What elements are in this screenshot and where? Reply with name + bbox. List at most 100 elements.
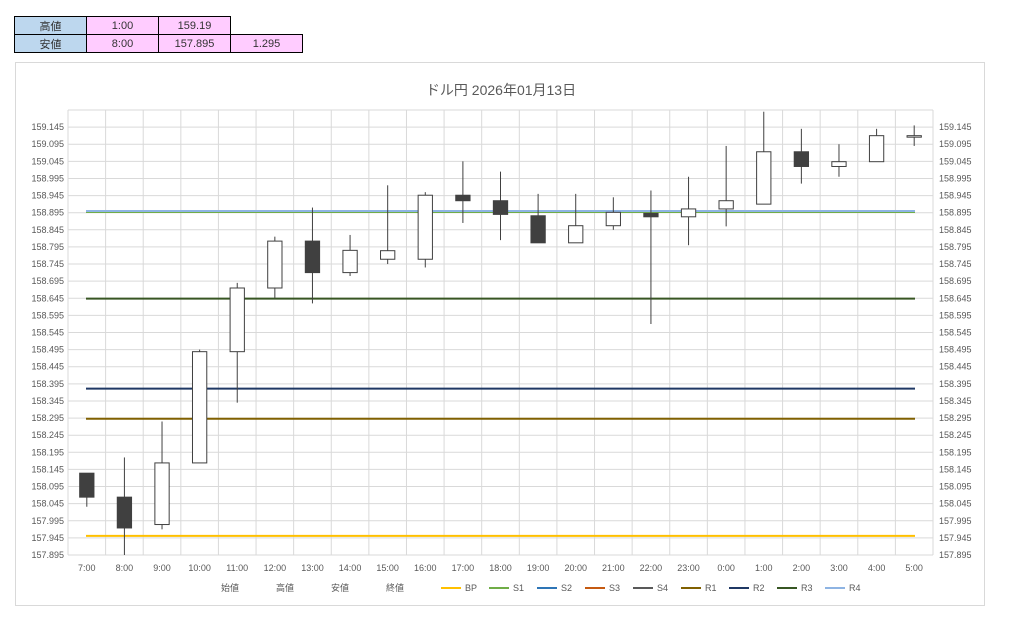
x-tick-label: 1:00: [755, 563, 773, 573]
y-tick-label-right: 158.745: [939, 259, 972, 269]
y-tick-label-left: 158.145: [31, 464, 64, 474]
candle-body: [342, 249, 358, 274]
chart-title: ドル円 2026年01月13日: [426, 82, 576, 98]
low-label: 安値: [14, 34, 87, 53]
legend-label-s3: S3: [609, 583, 620, 593]
y-tick-label-left: 159.095: [31, 139, 64, 149]
y-tick-label-right: 158.145: [939, 464, 972, 474]
y-tick-label-right: 158.295: [939, 413, 972, 423]
x-tick-label: 20:00: [564, 563, 587, 573]
y-tick-label-right: 158.545: [939, 328, 972, 338]
high-extra: [231, 17, 303, 35]
y-tick-label-right: 158.795: [939, 242, 972, 252]
x-tick-label: 10:00: [188, 563, 211, 573]
y-tick-label-left: 158.195: [31, 447, 64, 457]
y-tick-label-left: 158.245: [31, 430, 64, 440]
candle-body: [831, 161, 847, 167]
y-tick-label-left: 158.845: [31, 225, 64, 235]
high-label: 高値: [14, 16, 87, 35]
x-tick-label: 2:00: [793, 563, 811, 573]
x-tick-label: 15:00: [376, 563, 399, 573]
y-tick-label-left: 158.395: [31, 379, 64, 389]
candle-body: [267, 240, 283, 289]
candle-body: [455, 194, 471, 202]
low-price: 157.895: [158, 34, 231, 53]
y-tick-label-left: 158.095: [31, 482, 64, 492]
y-tick-label-right: 158.095: [939, 482, 972, 492]
y-tick-label-right: 158.595: [939, 310, 972, 320]
candlestick-chart: ドル円 2026年01月13日 159.145 159.145 159.095 159.…: [31, 82, 972, 593]
x-tick-label: 0:00: [717, 563, 735, 573]
legend-label-r3: R3: [801, 583, 813, 593]
candle-body: [116, 496, 133, 529]
y-tick-label-right: 159.045: [939, 156, 972, 166]
range-value: 1.295: [230, 34, 303, 53]
candle-body: [605, 211, 621, 227]
y-tick-label-right: 158.495: [939, 345, 972, 355]
y-tick-label-left: 158.495: [31, 345, 64, 355]
candle-body: [756, 151, 772, 205]
candle-body: [492, 200, 509, 215]
y-tick-label-left: 159.145: [31, 122, 64, 132]
candle-body: [530, 215, 546, 244]
candle-body: [79, 472, 95, 498]
y-tick-label-left: 158.295: [31, 413, 64, 423]
y-tick-label-right: 158.045: [939, 499, 972, 509]
y-tick-label-right: 158.445: [939, 362, 972, 372]
candle-body: [568, 225, 584, 244]
y-tick-label-right: 158.845: [939, 225, 972, 235]
x-tick-label: 16:00: [414, 563, 437, 573]
x-tick-label: 4:00: [868, 563, 886, 573]
legend-label: 高値: [276, 582, 294, 593]
y-tick-label-left: 158.995: [31, 173, 64, 183]
y-tick-label-left: 158.645: [31, 293, 64, 303]
candle-body: [906, 135, 922, 138]
candle-body: [718, 200, 734, 210]
y-tick-label-left: 158.595: [31, 310, 64, 320]
x-tick-label: 21:00: [602, 563, 625, 573]
y-tick-label-left: 157.995: [31, 516, 64, 526]
y-tick-label-left: 158.745: [31, 259, 64, 269]
y-tick-label-right: 158.995: [939, 173, 972, 183]
high-price: 159.19: [158, 16, 231, 35]
x-tick-label: 18:00: [489, 563, 512, 573]
legend-label: 安値: [331, 582, 349, 593]
candle-body: [380, 250, 396, 260]
legend-label: 始値: [221, 582, 239, 593]
legend-label-r4: R4: [849, 583, 861, 593]
y-tick-label-right: 159.095: [939, 139, 972, 149]
y-tick-label-left: 158.545: [31, 328, 64, 338]
y-tick-label-right: 158.195: [939, 447, 972, 457]
candle-body: [680, 208, 697, 218]
y-tick-label-right: 159.145: [939, 122, 972, 132]
y-tick-label-right: 158.395: [939, 379, 972, 389]
x-tick-label: 14:00: [339, 563, 362, 573]
y-tick-label-left: 158.045: [31, 499, 64, 509]
candle-body: [868, 135, 885, 163]
y-tick-label-right: 158.895: [939, 208, 972, 218]
x-tick-label: 22:00: [640, 563, 663, 573]
y-tick-label-right: 157.895: [939, 550, 972, 560]
y-tick-label-right: 158.345: [939, 396, 972, 406]
x-tick-label: 8:00: [116, 563, 134, 573]
high-time: 1:00: [86, 16, 159, 35]
y-tick-label-left: 157.945: [31, 533, 64, 543]
candle-body: [304, 240, 321, 274]
x-tick-label: 17:00: [452, 563, 475, 573]
legend-label-r2: R2: [753, 583, 765, 593]
legend-label-s1: S1: [513, 583, 524, 593]
summary-row-high: 高値 1:00 159.19: [14, 16, 303, 35]
y-tick-label-left: 157.895: [31, 550, 64, 560]
y-tick-label-left: 158.895: [31, 208, 64, 218]
summary-table: 高値 1:00 159.19 安値 8:00 157.895 1.295: [14, 16, 303, 53]
x-tick-label: 9:00: [153, 563, 171, 573]
candle-body: [229, 287, 245, 353]
chart-frame: ドル円 2026年01月13日 159.145 159.145 159.095 159.…: [15, 62, 985, 606]
candle-body: [417, 194, 433, 260]
y-tick-label-right: 157.945: [939, 533, 972, 543]
x-tick-label: 7:00: [78, 563, 96, 573]
legend-label-bp: BP: [465, 583, 477, 593]
candle-body: [154, 462, 170, 526]
y-tick-label-left: 159.045: [31, 156, 64, 166]
y-tick-label-right: 158.645: [939, 293, 972, 303]
